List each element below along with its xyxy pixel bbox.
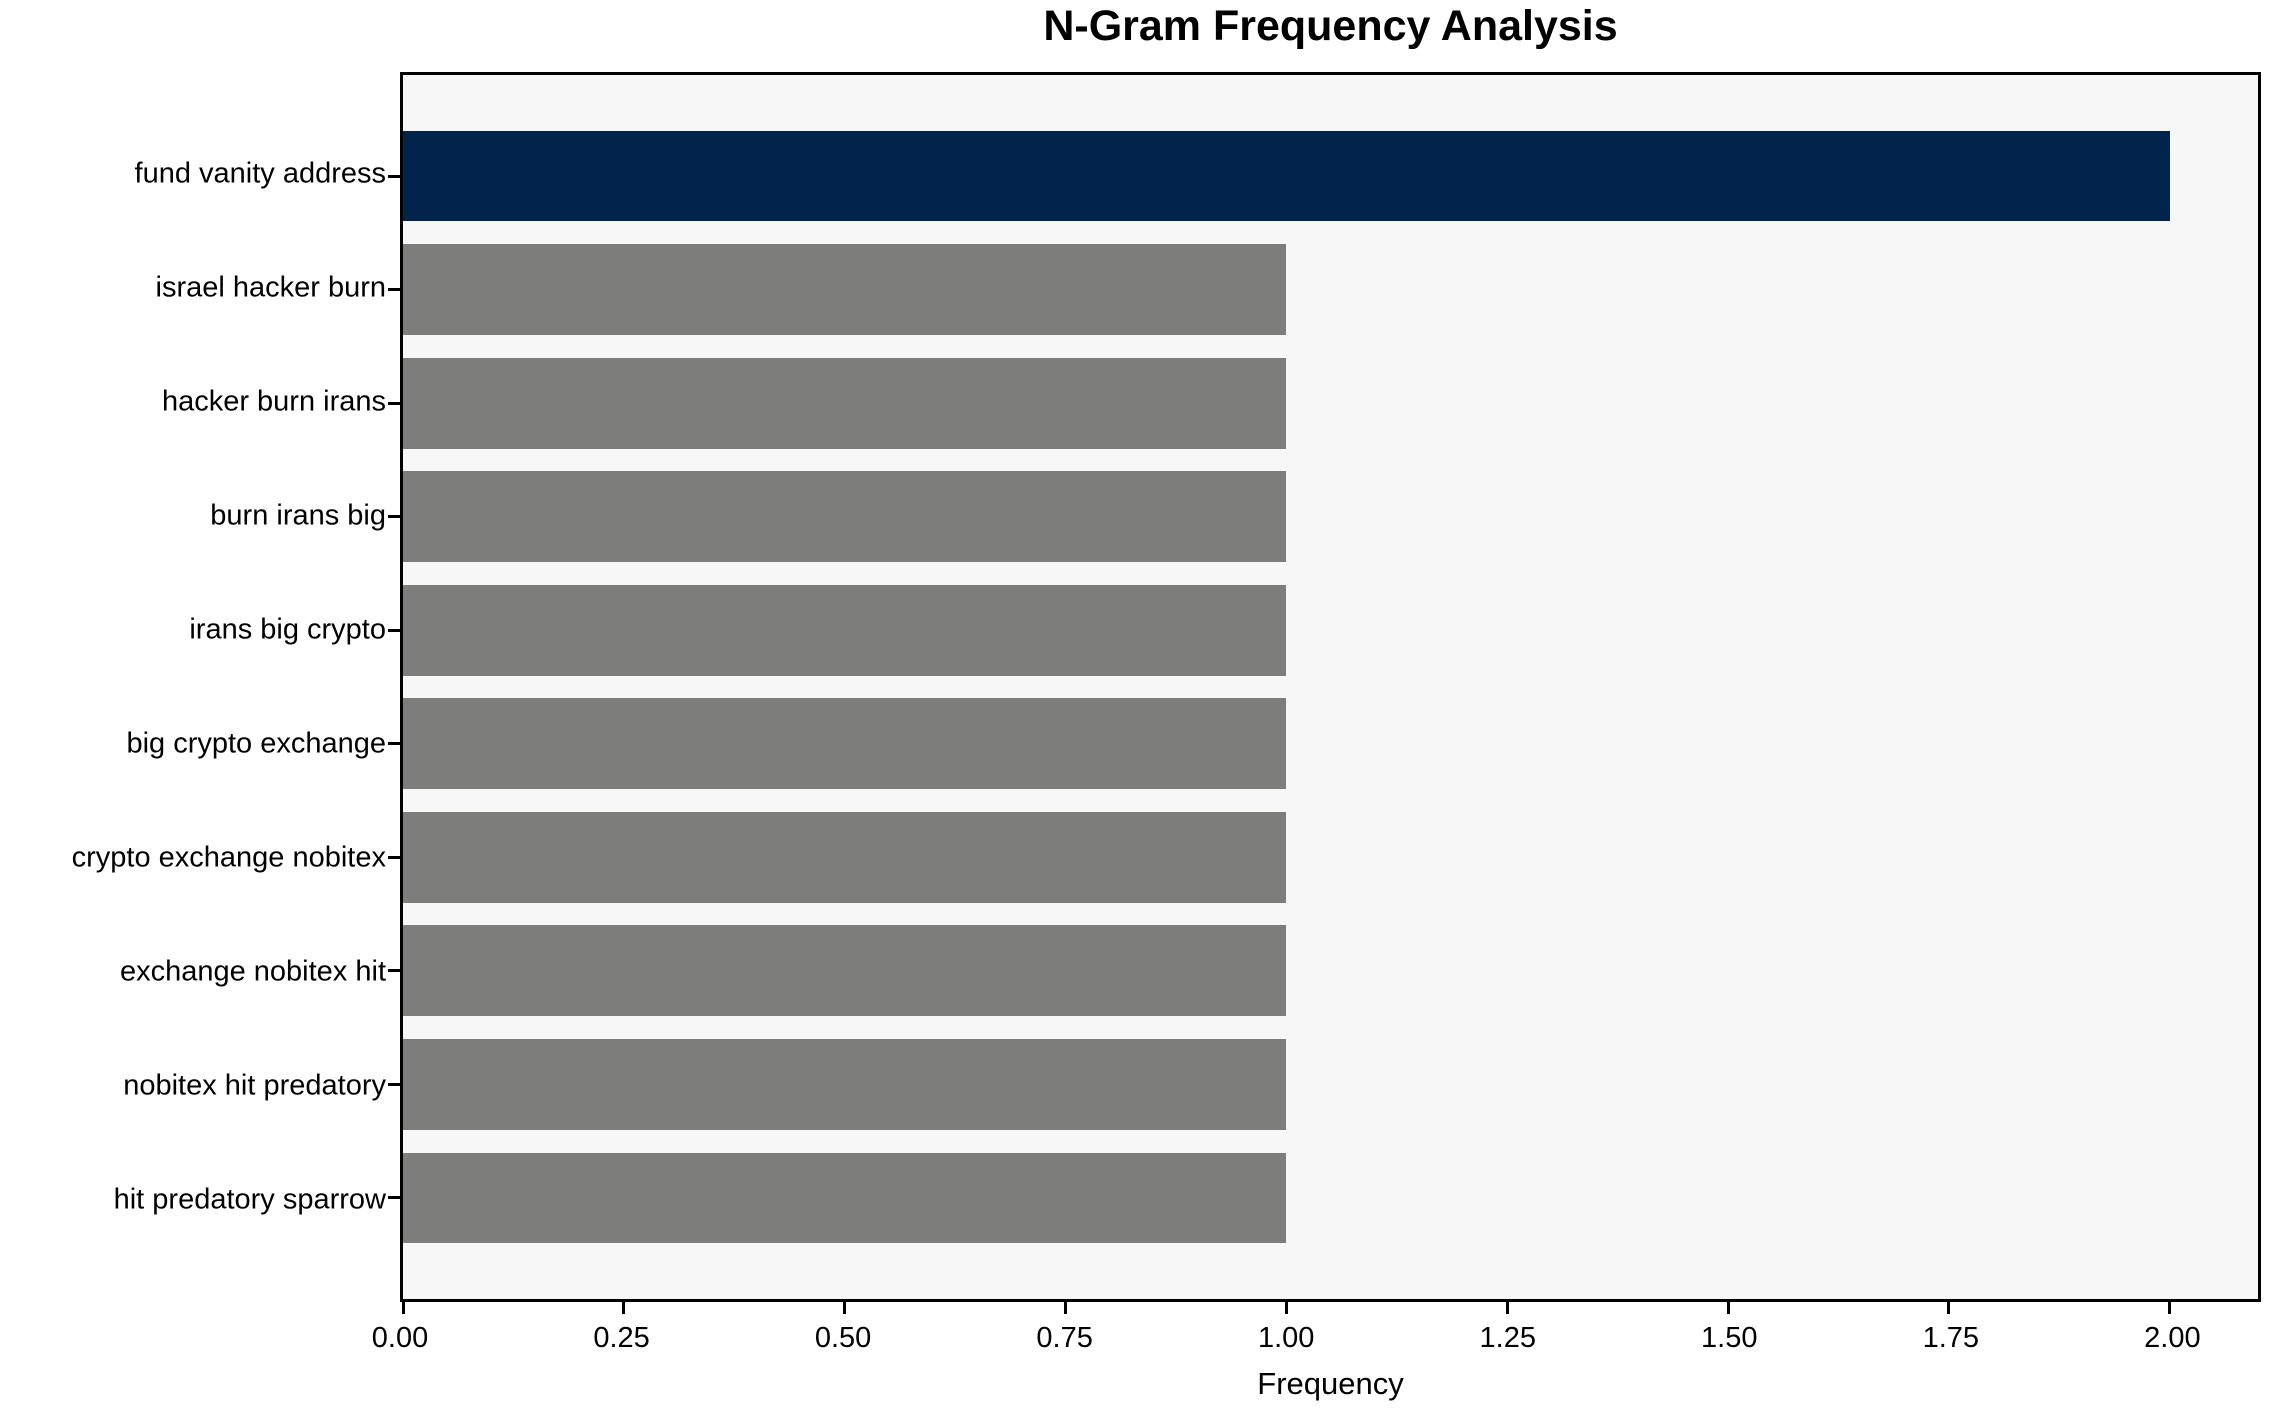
x-axis-label: Frequency <box>1257 1366 1404 1401</box>
bar <box>403 811 1287 903</box>
bar-row <box>403 698 2258 790</box>
y-axis-category-label: hacker burn irans <box>161 385 386 418</box>
chart-title: N-Gram Frequency Analysis <box>1043 2 1618 50</box>
bar <box>403 357 1287 449</box>
bar <box>403 1038 1287 1130</box>
y-tick-mark <box>388 628 400 632</box>
bar-row <box>403 130 2258 222</box>
y-tick-mark <box>388 855 400 859</box>
y-axis-category-label: fund vanity address <box>134 157 386 190</box>
x-tick-mark <box>1726 1302 1730 1314</box>
bar <box>403 244 1287 335</box>
bar <box>403 471 1287 563</box>
y-axis-category-label: hit predatory sparrow <box>113 1183 386 1216</box>
bar-row <box>403 1038 2258 1130</box>
y-axis-category-label: big crypto exchange <box>126 727 386 760</box>
x-tick-label: 0.25 <box>593 1322 650 1354</box>
bar-row <box>403 471 2258 563</box>
y-axis-category-label: burn irans big <box>210 499 386 532</box>
x-tick-mark <box>622 1302 626 1314</box>
x-tick-label: 0.75 <box>1036 1322 1093 1354</box>
x-tick-label: 1.25 <box>1479 1322 1536 1354</box>
y-tick-mark <box>388 1196 400 1200</box>
y-tick-mark <box>388 742 400 746</box>
y-axis-category-label: israel hacker burn <box>155 271 387 304</box>
bar <box>403 925 1287 1017</box>
x-tick-mark <box>1505 1302 1509 1314</box>
x-tick-label: 1.50 <box>1701 1322 1758 1354</box>
y-tick-mark <box>388 1082 400 1086</box>
x-tick-mark <box>1947 1302 1951 1314</box>
bar <box>403 130 2170 222</box>
bar-row <box>403 584 2258 676</box>
y-axis-category-label: exchange nobitex hit <box>119 955 386 988</box>
bar-row <box>403 1152 2258 1244</box>
bar <box>403 1152 1287 1244</box>
y-tick-mark <box>388 969 400 973</box>
x-tick-label: 1.75 <box>1922 1322 1980 1354</box>
bar-row <box>403 925 2258 1017</box>
y-axis-category-label: nobitex hit predatory <box>123 1069 386 1102</box>
bar-row <box>403 244 2258 335</box>
x-tick-mark <box>2168 1302 2172 1314</box>
x-tick-label: 2.00 <box>2144 1322 2201 1354</box>
x-tick-mark <box>843 1302 847 1314</box>
x-tick-label: 0.00 <box>371 1322 429 1354</box>
y-tick-mark <box>388 174 400 178</box>
y-tick-mark <box>388 401 400 405</box>
x-tick-mark <box>401 1302 405 1314</box>
plot-area <box>388 72 2261 1314</box>
y-tick-mark <box>388 288 400 292</box>
bar-row <box>403 811 2258 903</box>
y-axis-category-label: irans big crypto <box>189 613 386 646</box>
bar-row <box>403 357 2258 449</box>
x-tick-mark <box>1284 1302 1288 1314</box>
bar <box>403 698 1287 790</box>
y-axis-category-label: crypto exchange nobitex <box>71 841 386 874</box>
bar <box>403 584 1287 676</box>
x-tick-label: 0.50 <box>814 1322 872 1354</box>
x-tick-label: 1.00 <box>1257 1322 1315 1354</box>
y-tick-mark <box>388 515 400 519</box>
x-tick-mark <box>1064 1302 1067 1314</box>
